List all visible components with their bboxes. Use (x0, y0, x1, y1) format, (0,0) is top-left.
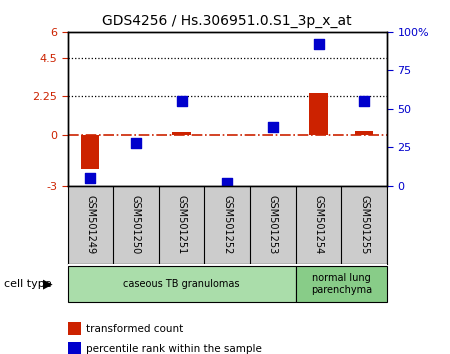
Point (178, 98, 185, 104)
Text: caseous TB granulomas: caseous TB granulomas (123, 279, 240, 289)
Bar (172, 132, 191, 135)
Text: GSM501254: GSM501254 (314, 195, 324, 255)
FancyBboxPatch shape (68, 266, 296, 302)
Bar (81, 135, 99, 169)
Text: GSM501249: GSM501249 (86, 195, 95, 255)
Point (360, 98, 368, 104)
Bar (310, 93, 328, 135)
Title: GDS4256 / Hs.306951.0.S1_3p_x_at: GDS4256 / Hs.306951.0.S1_3p_x_at (103, 14, 352, 28)
Text: transformed count: transformed count (86, 324, 183, 334)
Text: GSM501255: GSM501255 (359, 195, 369, 255)
Point (224, 180, 231, 185)
Text: GSM501252: GSM501252 (222, 195, 232, 255)
Text: ▶: ▶ (43, 278, 52, 291)
Text: GSM501253: GSM501253 (268, 195, 278, 255)
Text: GSM501250: GSM501250 (131, 195, 141, 255)
Text: normal lung
parenchyma: normal lung parenchyma (311, 273, 372, 295)
Point (269, 125, 276, 130)
Bar (355, 131, 374, 135)
Text: cell type: cell type (4, 279, 52, 289)
Text: GSM501251: GSM501251 (176, 195, 187, 255)
FancyBboxPatch shape (296, 266, 387, 302)
Point (132, 140, 140, 145)
Text: percentile rank within the sample: percentile rank within the sample (86, 344, 261, 354)
Point (315, 41, 322, 47)
Point (87, 175, 94, 181)
